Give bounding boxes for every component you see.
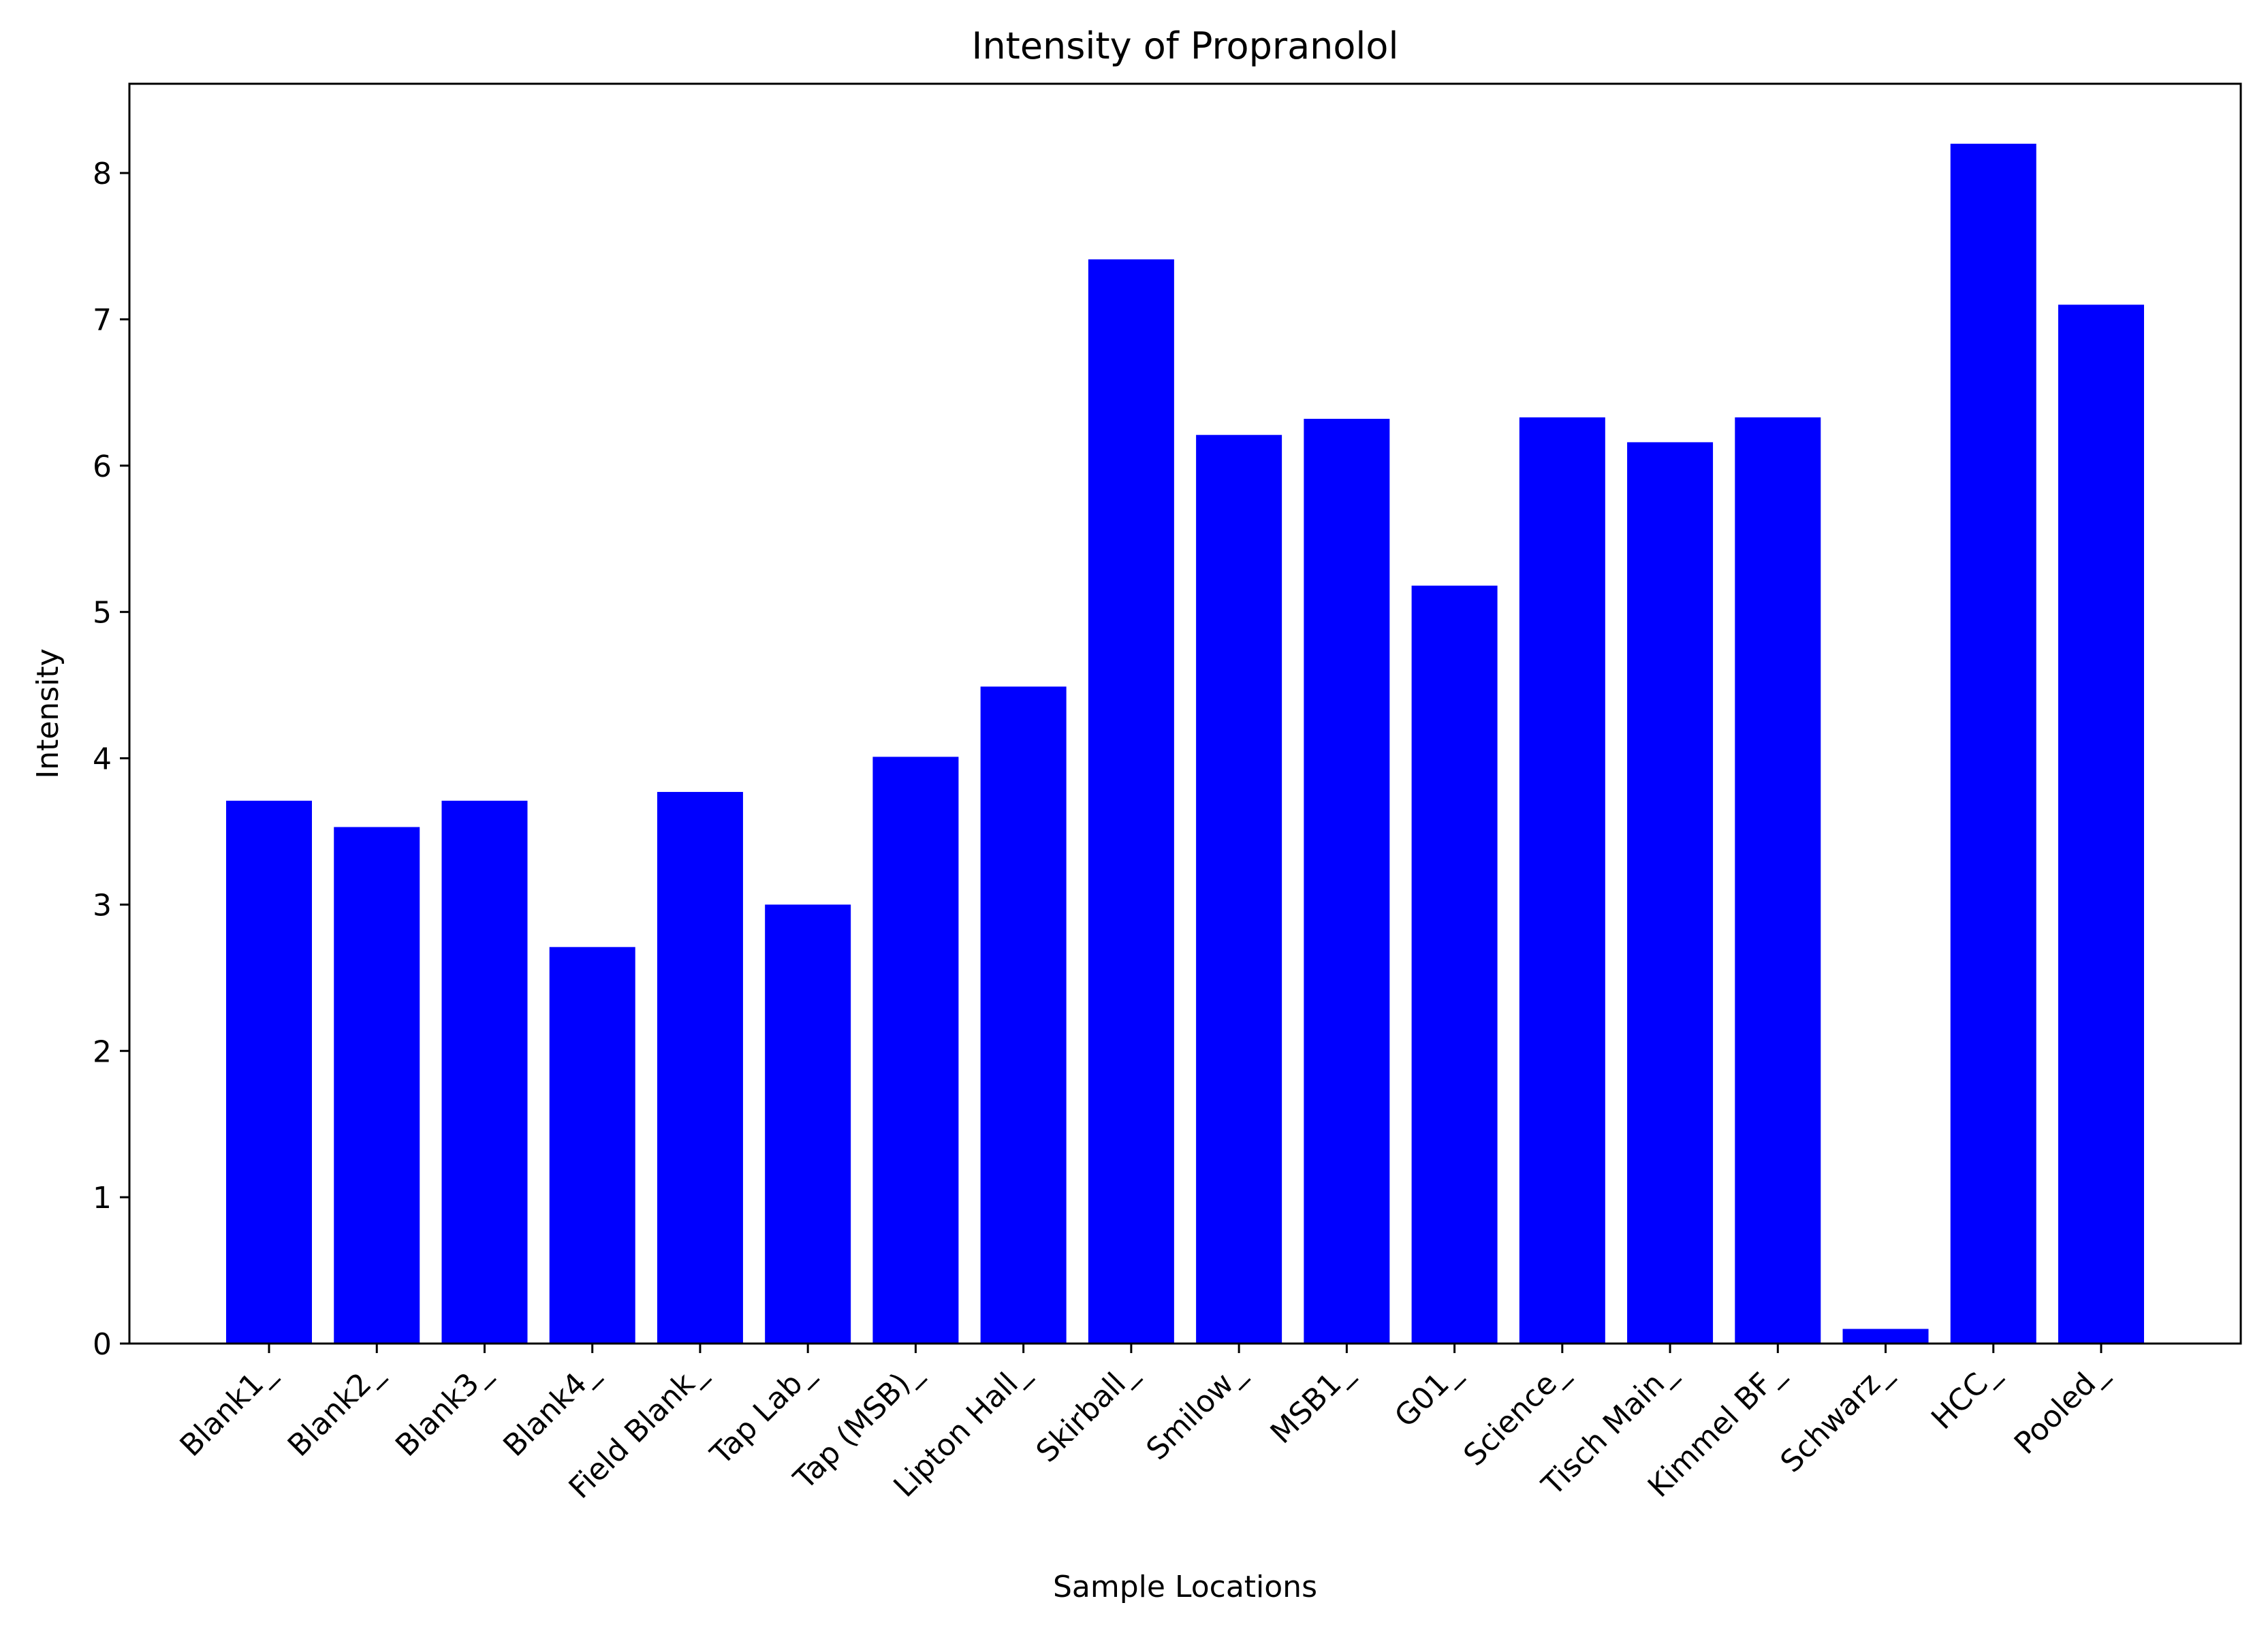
bar bbox=[226, 800, 312, 1344]
bar bbox=[549, 947, 635, 1344]
bars-layer bbox=[226, 144, 2144, 1344]
bar bbox=[1950, 144, 2036, 1344]
bar bbox=[1519, 417, 1605, 1344]
bar bbox=[980, 686, 1067, 1344]
bar bbox=[872, 757, 959, 1344]
bar bbox=[1088, 259, 1174, 1344]
y-axis-ticks: 0 1 2 3 4 5 6 7 8 bbox=[93, 157, 129, 1362]
x-axis-label: Sample Locations bbox=[1053, 1570, 1317, 1604]
y-tick-label: 4 bbox=[93, 742, 112, 777]
bar bbox=[1735, 417, 1821, 1344]
y-tick-label: 5 bbox=[93, 596, 112, 631]
bar bbox=[1411, 585, 1498, 1344]
y-axis-label: Intensity bbox=[31, 648, 65, 779]
bar bbox=[441, 800, 528, 1344]
y-tick-label: 6 bbox=[93, 449, 112, 484]
bar bbox=[657, 791, 743, 1344]
plot-frame bbox=[128, 82, 2242, 1345]
bar bbox=[765, 904, 851, 1344]
chart-title: Intensity of Propranolol bbox=[972, 25, 1399, 67]
y-tick-label: 2 bbox=[93, 1034, 112, 1069]
bar bbox=[2058, 304, 2144, 1344]
y-tick-label: 8 bbox=[93, 157, 112, 191]
bar bbox=[1842, 1329, 1929, 1344]
bar bbox=[334, 827, 420, 1344]
y-tick-label: 3 bbox=[93, 888, 112, 923]
y-tick-label: 7 bbox=[93, 303, 112, 338]
bar bbox=[1196, 434, 1282, 1344]
y-tick-label: 1 bbox=[93, 1181, 112, 1216]
bar bbox=[1627, 442, 1714, 1344]
bar bbox=[1304, 419, 1390, 1344]
y-tick-label: 0 bbox=[93, 1327, 112, 1362]
